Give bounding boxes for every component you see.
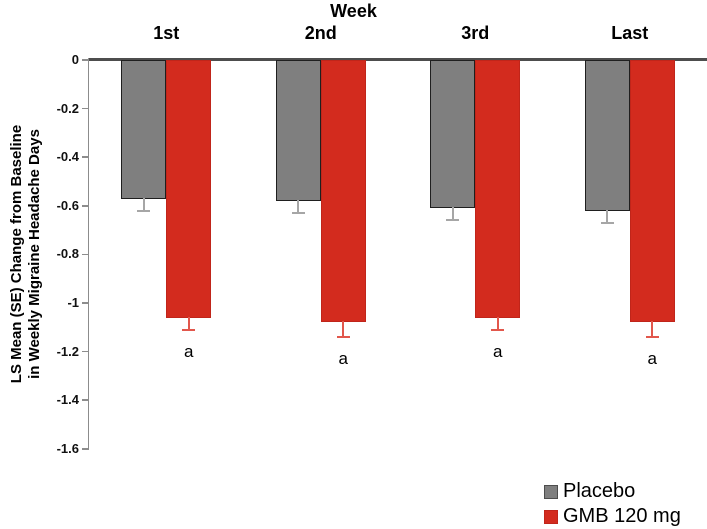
significance-label-2nd: a [338,349,348,369]
category-label-last: Last [611,23,649,43]
error-bar-cap-gmb-120-mg-2nd [336,336,350,339]
category-label-1st: 1st [153,23,180,43]
y-tick-label-0-8: -0.8 [56,246,79,262]
error-bar-gmb-120-mg-1st [187,316,190,330]
bar-placebo-3rd [430,60,476,209]
legend-item-placebo: Placebo [544,479,681,504]
error-bar-cap-placebo-1st [137,209,151,212]
significance-label-1st: a [184,341,194,361]
y-tick-label-0-6: -0.6 [56,197,79,213]
legend-item-gmb-120-mg: GMB 120 mg [544,504,681,529]
y-tick-label-1-2: -1.2 [56,343,79,359]
y-tick-label-1-6: -1.6 [56,440,79,456]
significance-label-last: a [647,349,657,369]
legend-swatch-placebo [544,484,558,499]
legend-label-placebo: Placebo [563,480,636,502]
bar-placebo-2nd [275,60,321,201]
error-bar-cap-placebo-last [600,221,614,224]
y-tick-1-4 [81,399,88,401]
y-tick-0-2 [81,107,88,110]
y-tick-0 [81,59,88,61]
category-label-3rd: 3rd [461,23,490,43]
error-bar-gmb-120-mg-last [651,321,654,338]
legend-label-gmb-120-mg: GMB 120 mg [563,505,681,527]
y-tick-label-1-4: -1.4 [56,392,79,408]
error-bar-cap-placebo-3rd [446,219,460,222]
y-tick-label-1: -1 [67,295,79,310]
error-bar-placebo-last [606,209,609,223]
error-bar-gmb-120-mg-3rd [496,316,499,330]
y-tick-1-2 [81,350,88,353]
bar-gmb-120-mg-last [629,60,675,323]
bar-gmb-120-mg-3rd [475,60,521,318]
y-tick-1 [81,302,88,304]
y-tick-0-4 [81,156,88,158]
error-bar-placebo-3rd [451,207,454,221]
y-tick-1-6 [81,448,88,450]
bar-placebo-1st [121,60,167,199]
significance-label-3rd: a [493,341,503,361]
error-bar-cap-gmb-120-mg-1st [182,328,196,331]
error-bar-cap-gmb-120-mg-3rd [491,328,505,331]
category-label-2nd: 2nd [304,23,337,43]
chart-title: Week [330,1,377,21]
error-bar-placebo-2nd [297,199,300,214]
bar-gmb-120-mg-2nd [320,60,366,323]
y-tick-label-0-2: -0.2 [56,100,79,116]
y-tick-0-6 [81,205,88,207]
y-axis-line [87,58,89,450]
y-tick-0-8 [81,253,88,256]
error-bar-placebo-1st [142,197,145,211]
error-bar-cap-gmb-120-mg-last [645,336,659,339]
x-axis-zero-line [88,58,707,61]
error-bar-cap-placebo-2nd [291,212,305,215]
legend-swatch-gmb-120-mg [544,509,558,524]
bar-placebo-last [584,60,630,211]
y-tick-label-0-4: -0.4 [56,149,79,165]
bar-gmb-120-mg-1st [166,60,212,318]
y-tick-label-0: 0 [71,52,79,67]
error-bar-gmb-120-mg-2nd [342,321,345,338]
legend: Placebo GMB 120 mg [544,479,681,529]
